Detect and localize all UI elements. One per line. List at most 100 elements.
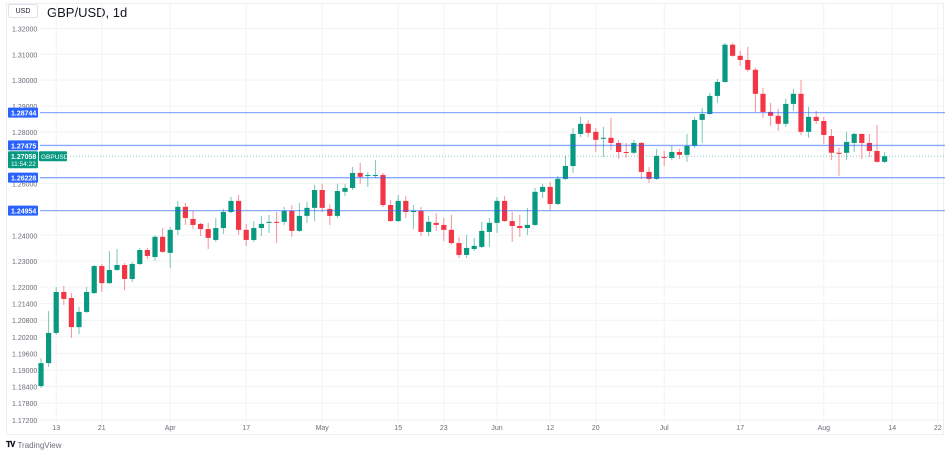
candle-body [403, 200, 409, 213]
candle-body [296, 215, 302, 231]
y-tick-label: 1.19600 [12, 351, 37, 358]
candle-body [714, 81, 720, 96]
candle [616, 139, 622, 159]
candle-body [479, 230, 485, 247]
candle [258, 215, 264, 237]
current-price-value: 1.27058 [11, 154, 36, 161]
candle-body [213, 228, 219, 240]
candle [631, 139, 637, 154]
candle-body [828, 135, 834, 153]
x-tick-label: 14 [888, 425, 896, 432]
candle [441, 217, 447, 241]
y-tick-label: 1.26000 [12, 182, 37, 189]
candle-body [547, 186, 553, 204]
horizontal-levels[interactable]: 1.28744 1.27475 1.26228 1.24954 [8, 107, 945, 216]
candle-body [53, 291, 59, 333]
candles [38, 42, 888, 388]
candle [198, 222, 204, 237]
x-tick-label: 21 [98, 425, 106, 432]
y-axis[interactable]: 1.32000 1.31000 1.30000 1.29000 1.28000 1.260… [12, 26, 37, 424]
candle-body [821, 120, 827, 135]
y-tick-label: 1.21400 [12, 302, 37, 309]
candle-body [205, 229, 211, 238]
level-price-badge [8, 107, 38, 118]
candle [562, 155, 568, 180]
candle [471, 237, 477, 252]
candle-body [654, 155, 660, 179]
candle-body [372, 175, 378, 177]
candle [350, 167, 356, 191]
candle-body [616, 142, 622, 153]
tradingview-logo-icon: 𝐓𝐕 [6, 440, 16, 449]
candle-body [410, 210, 416, 213]
candle-body [509, 221, 515, 226]
candle [205, 222, 211, 249]
candle-body [129, 263, 135, 279]
tradingview-brand[interactable]: 𝐓𝐕 TradingView [6, 440, 62, 450]
candle [676, 148, 682, 159]
current-price-badge [8, 151, 38, 169]
candle-body [859, 133, 865, 143]
candle [190, 210, 196, 230]
candle-body [76, 311, 82, 328]
candle [433, 213, 439, 231]
candle [289, 205, 295, 237]
x-axis[interactable]: 13 21 Apr 17 May 15 23 Jun 12 20 Jul 17 Aug 14 22 [52, 425, 941, 432]
candle [380, 172, 386, 207]
candle-body [517, 225, 523, 229]
x-tick-label: May [316, 425, 330, 432]
candle [357, 162, 363, 184]
candle [167, 227, 173, 268]
candle [76, 306, 82, 335]
candle-body [623, 152, 629, 154]
candle-body [236, 200, 242, 230]
candle [600, 126, 606, 157]
candle-body [357, 172, 363, 177]
candle [464, 235, 470, 259]
candle [692, 116, 698, 148]
candle [403, 195, 409, 218]
x-tick-label: Apr [165, 425, 177, 432]
x-tick-label: Aug [818, 425, 831, 432]
candle [418, 206, 424, 237]
candle [752, 67, 758, 112]
level-price-label: 1.28744 [11, 111, 36, 118]
candle [570, 127, 576, 173]
candle [669, 145, 675, 161]
candle-body [768, 111, 774, 116]
candle [327, 203, 333, 225]
candle [160, 228, 166, 253]
candle [494, 197, 500, 233]
candle-body [61, 291, 67, 299]
candle-body [699, 113, 705, 120]
candle [638, 141, 644, 179]
candle [129, 261, 135, 283]
y-tick-label: 1.17800 [12, 401, 37, 408]
candle [152, 235, 158, 261]
candle-body [593, 131, 599, 140]
candle-body [851, 133, 857, 143]
candle [502, 195, 508, 222]
candle-body [99, 266, 105, 284]
candle [114, 248, 120, 271]
candle [540, 183, 546, 199]
candle-body [456, 243, 462, 255]
x-tick-label: Jun [491, 425, 502, 432]
currency-button[interactable]: USD [8, 4, 38, 18]
candle-body [365, 175, 371, 177]
candle-body [312, 190, 318, 208]
candle-body [752, 69, 758, 94]
candle-body [692, 119, 698, 146]
candle-body [661, 156, 667, 158]
candle-body [448, 229, 454, 244]
candle [251, 221, 257, 243]
candle [661, 150, 667, 166]
candle-body [866, 142, 872, 151]
candle-body [281, 210, 287, 222]
candle [851, 132, 857, 153]
candle-body [350, 172, 356, 188]
candle [274, 212, 280, 244]
x-tick-label: Jul [660, 425, 669, 432]
candle [312, 184, 318, 222]
